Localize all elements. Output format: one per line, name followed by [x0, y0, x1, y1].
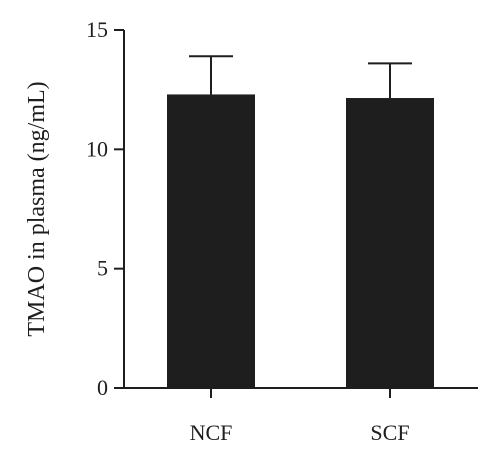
- y-tick-label: 5: [97, 256, 108, 281]
- bars-layer: [167, 94, 434, 389]
- y-tick-label: 15: [86, 17, 108, 42]
- y-tick-label: 0: [97, 375, 108, 400]
- axes-layer: [123, 30, 478, 389]
- x-tick-label-scf: SCF: [370, 420, 409, 445]
- y-tick-label: 10: [86, 136, 108, 161]
- error-bars-layer: [189, 55, 412, 99]
- bar-scf: [346, 98, 434, 389]
- bar-ncf: [167, 94, 255, 388]
- y-axis-title: TMAO in plasma (ng/mL): [24, 81, 50, 336]
- x-tick-label-ncf: NCF: [190, 420, 233, 445]
- x-ticks-layer: NCF SCF: [190, 388, 410, 445]
- y-ticks-layer: 0 5 10 15: [86, 17, 124, 400]
